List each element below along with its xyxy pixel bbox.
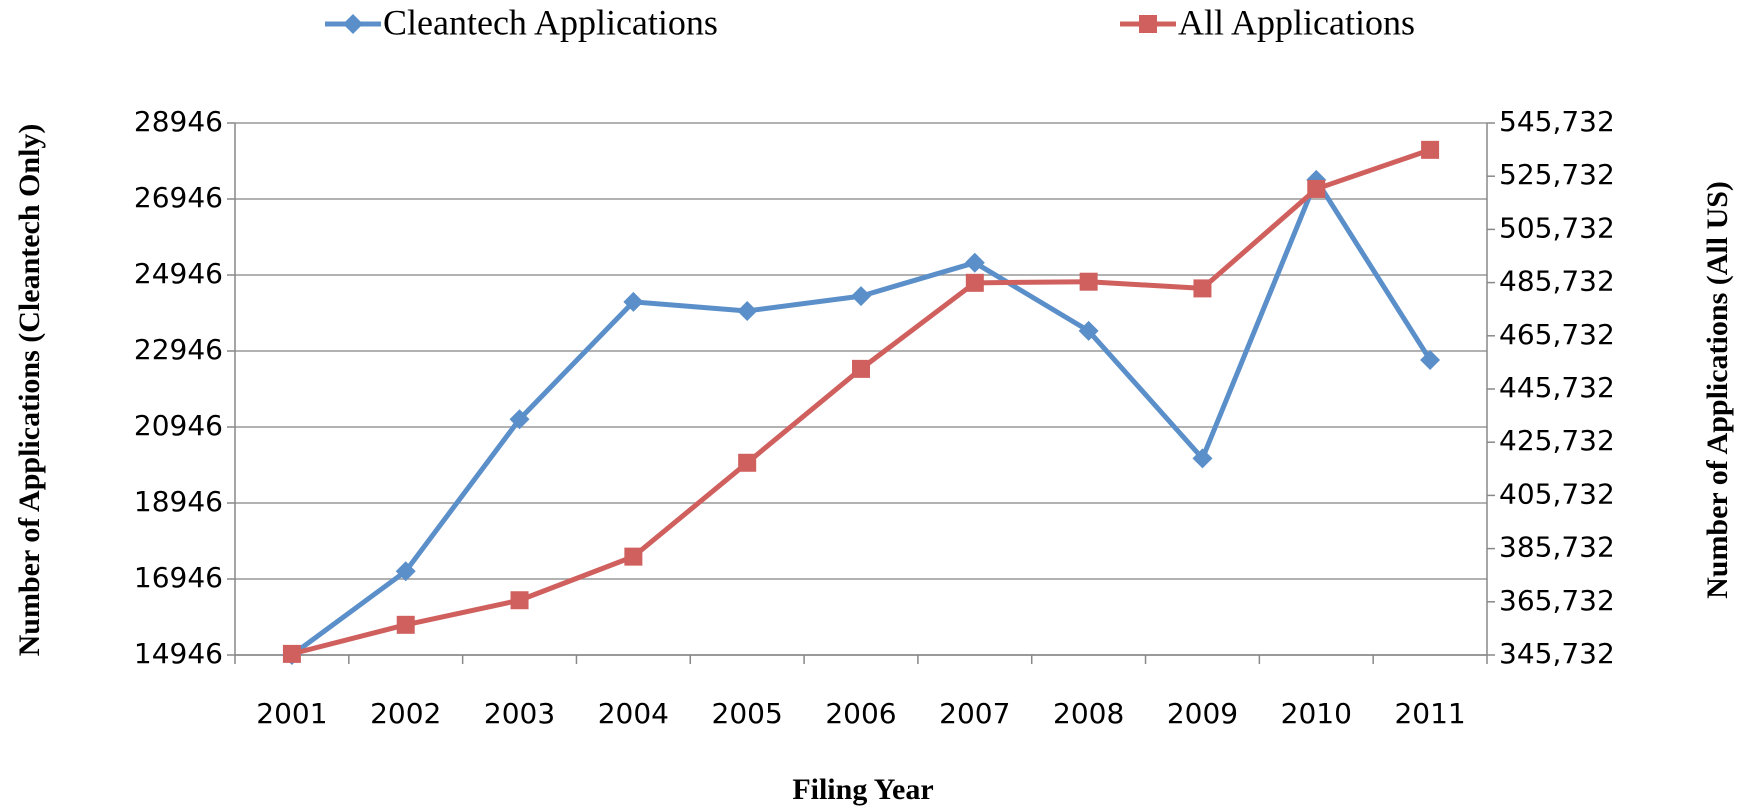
marker bbox=[852, 359, 870, 378]
y2-tick-label: 425,732 bbox=[1499, 424, 1615, 457]
y2-tick-label: 505,732 bbox=[1499, 211, 1615, 244]
y-tick-label: 16946 bbox=[134, 561, 223, 594]
legend-marker bbox=[343, 14, 363, 34]
y-tick-label: 14946 bbox=[134, 637, 223, 670]
x-tick-label: 2003 bbox=[484, 697, 555, 730]
y2-tick-label: 525,732 bbox=[1499, 158, 1615, 191]
marker bbox=[1192, 448, 1213, 469]
x-axis-title: Filing Year bbox=[792, 773, 933, 806]
y2-tick-label: 405,732 bbox=[1499, 477, 1615, 510]
marker bbox=[1078, 320, 1099, 341]
y2-tick-label: 465,732 bbox=[1499, 318, 1615, 351]
x-tick-label: 2006 bbox=[825, 697, 896, 730]
x-tick-label: 2002 bbox=[370, 697, 441, 730]
line bbox=[290, 177, 1433, 658]
marker bbox=[964, 252, 985, 273]
marker bbox=[510, 591, 529, 610]
x-tick-label: 2007 bbox=[939, 697, 1010, 730]
y2-tick-label: 345,732 bbox=[1499, 637, 1615, 670]
x-tick-label: 2008 bbox=[1053, 697, 1124, 730]
y2-tick-label: 485,732 bbox=[1499, 265, 1615, 298]
y-tick-label: 24946 bbox=[134, 257, 223, 290]
marker bbox=[737, 300, 758, 321]
x-tick-label: 2009 bbox=[1167, 697, 1238, 730]
marker bbox=[624, 547, 643, 566]
y2-tick-label: 445,732 bbox=[1499, 371, 1615, 404]
marker bbox=[396, 615, 415, 634]
legend-label: Cleantech Applications bbox=[383, 2, 718, 42]
legend-marker bbox=[1139, 15, 1157, 33]
marker bbox=[395, 561, 416, 582]
marker bbox=[623, 291, 644, 312]
marker bbox=[738, 453, 757, 472]
marker bbox=[282, 644, 301, 663]
marker bbox=[1307, 179, 1326, 198]
y2-tick-label: 385,732 bbox=[1499, 531, 1615, 564]
y2-tick-label: 365,732 bbox=[1499, 584, 1615, 617]
x-tick-label: 2010 bbox=[1281, 697, 1352, 730]
marker bbox=[1421, 140, 1440, 159]
legend-label: All Applications bbox=[1178, 2, 1415, 42]
marker bbox=[965, 273, 984, 292]
marker bbox=[1193, 279, 1212, 298]
y-tick-label: 26946 bbox=[134, 181, 223, 214]
x-tick-label: 2001 bbox=[256, 697, 327, 730]
x-tick-label: 2005 bbox=[712, 697, 783, 730]
x-tick-label: 2011 bbox=[1394, 697, 1465, 730]
marker bbox=[1420, 349, 1441, 370]
marker bbox=[851, 286, 871, 307]
y-tick-label: 22946 bbox=[134, 333, 223, 366]
marker bbox=[509, 409, 530, 430]
y-tick-label: 20946 bbox=[134, 409, 223, 442]
y-tick-label: 18946 bbox=[134, 485, 223, 518]
marker bbox=[1079, 272, 1098, 291]
y-tick-label: 28946 bbox=[134, 105, 223, 138]
y2-axis-title: Number of Applications (All US) bbox=[1701, 181, 1734, 599]
y-axis-title: Number of Applications (Cleantech Only) bbox=[13, 124, 46, 657]
x-tick-label: 2004 bbox=[598, 697, 669, 730]
y2-tick-label: 545,732 bbox=[1499, 105, 1615, 138]
